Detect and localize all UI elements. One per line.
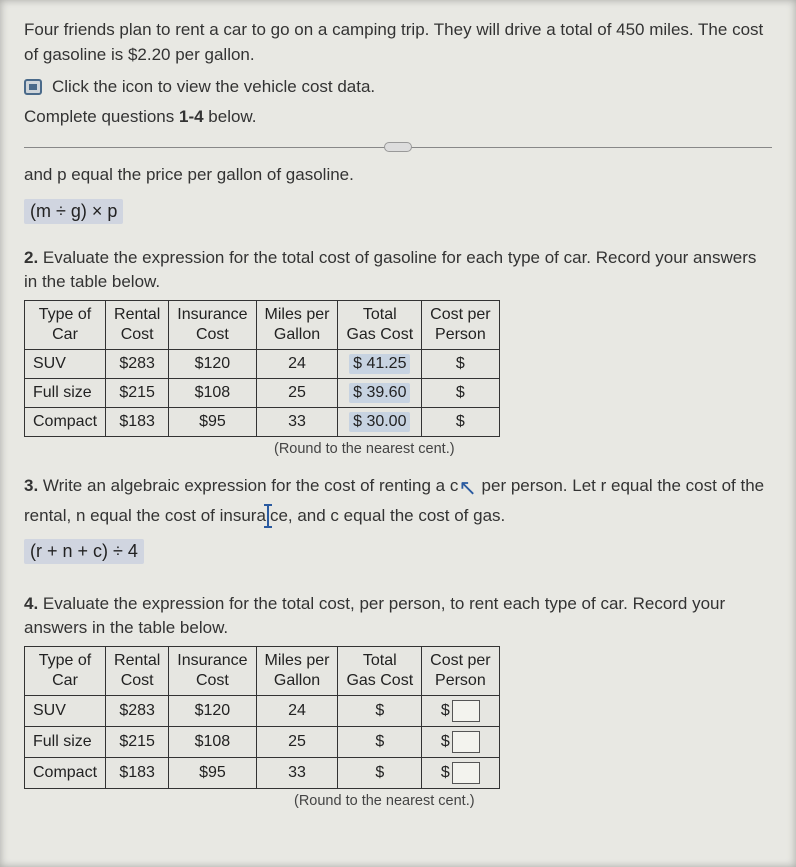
cell-rental: $283 (106, 696, 169, 727)
cell-ins: $95 (169, 758, 256, 789)
answer-input[interactable] (452, 762, 480, 784)
col-costper: Cost perPerson (422, 300, 499, 349)
cell-costper[interactable]: $ (422, 696, 499, 727)
col-rental: RentalCost (106, 300, 169, 349)
cursor-pointer-icon: ↖ (458, 473, 476, 504)
cell-type: SUV (25, 696, 106, 727)
col-gas: TotalGas Cost (338, 300, 422, 349)
q4-number: 4. (24, 594, 38, 613)
table-row: Compact $183 $95 33 $ $ (25, 758, 500, 789)
table-icon[interactable] (24, 79, 42, 95)
col-gas: TotalGas Cost (338, 647, 422, 696)
worksheet-page: Four friends plan to rent a car to go on… (0, 0, 796, 867)
cell-rental: $283 (106, 349, 169, 378)
cost-table-1: Type ofCar RentalCost InsuranceCost Mile… (24, 300, 500, 437)
cell-ins: $95 (169, 407, 256, 436)
q3-text-c: ce, and c equal the cost of gas. (270, 506, 505, 525)
cell-costper[interactable]: $ (422, 758, 499, 789)
cell-costper[interactable]: $ (422, 727, 499, 758)
table-row: Full size $215 $108 25 $ $ (25, 727, 500, 758)
intro-text: Four friends plan to rent a car to go on… (24, 18, 772, 67)
cost-table-2: Type ofCar RentalCost InsuranceCost Mile… (24, 646, 500, 789)
cell-gas[interactable]: $ (338, 696, 422, 727)
complete-prefix: Complete questions (24, 107, 179, 126)
cell-ins: $108 (169, 378, 256, 407)
col-insurance: InsuranceCost (169, 647, 256, 696)
section-divider (24, 137, 772, 157)
answer-input[interactable] (452, 731, 480, 753)
complete-range: 1-4 (179, 107, 204, 126)
round-note-1: (Round to the nearest cent.) (24, 441, 772, 457)
cell-type: Full size (25, 378, 106, 407)
q3-text-a: Write an algebraic expression for the co… (38, 476, 458, 495)
table-row: SUV $283 $120 24 $ $ (25, 696, 500, 727)
q2-number: 2. (24, 248, 38, 267)
answer-input[interactable] (452, 700, 480, 722)
cell-gas: $ 30.00 (338, 407, 422, 436)
table-header-row: Type ofCar RentalCost InsuranceCost Mile… (25, 647, 500, 696)
col-rental: RentalCost (106, 647, 169, 696)
cell-gas: $ 39.60 (338, 378, 422, 407)
vehicle-data-link-text[interactable]: Click the icon to view the vehicle cost … (52, 77, 375, 97)
question-3-prompt: 3. Write an algebraic expression for the… (24, 473, 772, 528)
cell-gas[interactable]: $ (338, 758, 422, 789)
cell-type: SUV (25, 349, 106, 378)
col-insurance: InsuranceCost (169, 300, 256, 349)
question-4-prompt: 4. Evaluate the expression for the total… (24, 592, 772, 640)
col-costper: Cost perPerson (422, 647, 499, 696)
cell-gas[interactable]: $ (338, 727, 422, 758)
cell-costper[interactable]: $ (422, 378, 499, 407)
cell-mpg: 24 (256, 349, 338, 378)
cell-costper[interactable]: $ (422, 349, 499, 378)
q4-text: Evaluate the expression for the total co… (24, 594, 725, 637)
q3-number: 3. (24, 476, 38, 495)
col-mpg: Miles perGallon (256, 647, 338, 696)
table-header-row: Type ofCar RentalCost InsuranceCost Mile… (25, 300, 500, 349)
cell-ins: $108 (169, 727, 256, 758)
table-row: Compact $183 $95 33 $ 30.00 $ (25, 407, 500, 436)
cell-gas: $ 41.25 (338, 349, 422, 378)
expression-2: (r + n + c) ÷ 4 (24, 539, 144, 564)
cell-mpg: 25 (256, 378, 338, 407)
cell-type: Compact (25, 758, 106, 789)
divider-grip-icon[interactable] (384, 142, 412, 152)
complete-instruction: Complete questions 1-4 below. (24, 107, 772, 127)
col-type: Type ofCar (25, 300, 106, 349)
cell-rental: $215 (106, 378, 169, 407)
expression-1: (m ÷ g) × p (24, 199, 123, 224)
question-2-prompt: 2. Evaluate the expression for the total… (24, 246, 772, 294)
vehicle-data-link-row: Click the icon to view the vehicle cost … (24, 77, 772, 97)
cell-type: Compact (25, 407, 106, 436)
q2-text: Evaluate the expression for the total co… (24, 248, 756, 291)
cell-costper[interactable]: $ (422, 407, 499, 436)
cell-mpg: 33 (256, 758, 338, 789)
cell-rental: $183 (106, 758, 169, 789)
cell-ins: $120 (169, 349, 256, 378)
table-row: Full size $215 $108 25 $ 39.60 $ (25, 378, 500, 407)
round-note-2: (Round to the nearest cent.) (24, 793, 772, 809)
cell-mpg: 25 (256, 727, 338, 758)
table-row: SUV $283 $120 24 $ 41.25 $ (25, 349, 500, 378)
cell-mpg: 33 (256, 407, 338, 436)
p-definition: and p equal the price per gallon of gaso… (24, 165, 772, 185)
col-mpg: Miles perGallon (256, 300, 338, 349)
cell-rental: $183 (106, 407, 169, 436)
complete-suffix: below. (204, 107, 257, 126)
col-type: Type ofCar (25, 647, 106, 696)
cell-type: Full size (25, 727, 106, 758)
cell-ins: $120 (169, 696, 256, 727)
cell-mpg: 24 (256, 696, 338, 727)
text-cursor-icon (267, 505, 269, 527)
cell-rental: $215 (106, 727, 169, 758)
